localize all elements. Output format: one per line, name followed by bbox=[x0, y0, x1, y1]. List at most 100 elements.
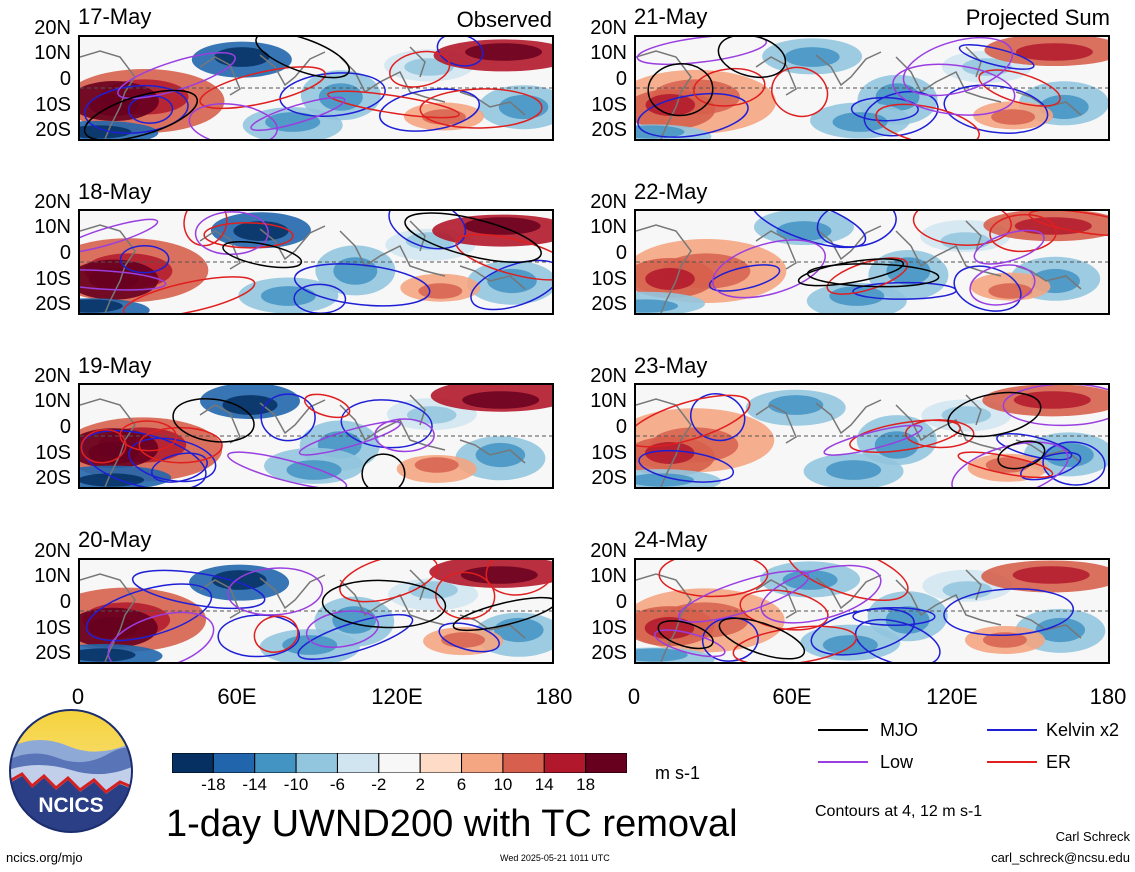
ncics-logo: NCICS bbox=[8, 708, 134, 834]
map-svg bbox=[636, 37, 1108, 139]
lat-label: 10N bbox=[590, 565, 627, 587]
lat-label: 10S bbox=[35, 268, 71, 290]
lon-label: 120E bbox=[926, 684, 978, 709]
lat-label: 10N bbox=[34, 390, 71, 412]
lon-label: 0 bbox=[71, 684, 85, 709]
lat-label: 20N bbox=[590, 540, 627, 562]
lat-label: 10S bbox=[35, 617, 71, 639]
lon-label: 180 bbox=[535, 684, 573, 709]
panel-date: 17-May bbox=[78, 4, 152, 29]
colorbar-swatch bbox=[461, 752, 504, 774]
colorbar-swatch bbox=[212, 752, 256, 774]
legend-label-er: ER bbox=[1046, 752, 1072, 772]
colorbar-units: m s-1 bbox=[655, 763, 700, 783]
uwnd-map-panel bbox=[78, 35, 554, 141]
colorbar-swatch bbox=[378, 752, 421, 774]
lat-label: 20N bbox=[590, 365, 627, 387]
lat-label: 20S bbox=[35, 642, 71, 664]
lat-label: 10N bbox=[590, 390, 627, 412]
colorbar-tick-label: 10 bbox=[493, 775, 513, 794]
lat-label: 20N bbox=[34, 191, 71, 213]
legend-swatch-mjo bbox=[818, 729, 868, 731]
lat-label: 0 bbox=[615, 68, 627, 90]
panel-date: 19-May bbox=[78, 353, 152, 378]
panel-tag-projected: Projected Sum bbox=[965, 5, 1110, 30]
map-svg bbox=[80, 37, 552, 139]
lon-label: 120E bbox=[371, 684, 423, 709]
lat-label: 10S bbox=[591, 442, 627, 464]
footer-email: carl_schreck@ncsu.edu bbox=[991, 850, 1130, 865]
uwnd-map-panel bbox=[78, 383, 554, 489]
legend-swatch-kelvin bbox=[987, 729, 1037, 731]
panel-date: 24-May bbox=[634, 527, 708, 552]
uwnd-map-panel bbox=[634, 35, 1110, 141]
lon-label: 60E bbox=[772, 684, 812, 709]
lat-label: 20N bbox=[590, 191, 627, 213]
lat-label: 0 bbox=[615, 416, 627, 438]
panel-date: 18-May bbox=[78, 179, 152, 204]
legend-label-kelvin: Kelvin x2 bbox=[1046, 720, 1120, 740]
panel-date: 22-May bbox=[634, 179, 708, 204]
colorbar-tick-label: 18 bbox=[576, 775, 596, 794]
contours-note: Contours at 4, 12 m s-1 bbox=[815, 803, 983, 820]
lat-label: 10S bbox=[591, 617, 627, 639]
logo-text: NCICS bbox=[38, 794, 103, 817]
colorbar-swatch bbox=[543, 752, 587, 774]
lat-label: 0 bbox=[59, 416, 71, 438]
uwnd-map-panel bbox=[634, 558, 1110, 664]
lat-label: 20S bbox=[35, 467, 71, 489]
lat-label: 10S bbox=[35, 442, 71, 464]
figure-title: 1-day UWND200 with TC removal bbox=[166, 803, 738, 845]
lat-label: 10S bbox=[591, 268, 627, 290]
lon-label: 180 bbox=[1089, 684, 1127, 709]
lat-label: 10N bbox=[34, 565, 71, 587]
lat-label: 0 bbox=[615, 242, 627, 264]
lon-label: 60E bbox=[217, 684, 257, 709]
lat-label: 20S bbox=[591, 293, 627, 315]
colorbar-tick-label: -2 bbox=[371, 775, 387, 794]
footer-timestamp: Wed 2025-05-21 1011 UTC bbox=[500, 853, 610, 863]
uwnd-map-panel bbox=[78, 209, 554, 315]
colorbar-swatch bbox=[336, 752, 380, 774]
colorbar bbox=[171, 752, 628, 774]
lat-label: 10S bbox=[35, 94, 71, 116]
lat-label: 20S bbox=[35, 119, 71, 141]
lat-label: 0 bbox=[59, 242, 71, 264]
lat-label: 20S bbox=[35, 293, 71, 315]
panel-tag-observed: Observed bbox=[456, 7, 552, 32]
map-svg bbox=[80, 385, 552, 487]
colorbar-tick-label: 14 bbox=[534, 775, 554, 794]
colorbar-swatch bbox=[254, 752, 297, 774]
uwnd-map-panel bbox=[78, 558, 554, 664]
colorbar-swatch bbox=[419, 752, 463, 774]
lat-label: 20N bbox=[34, 540, 71, 562]
colorbar-swatch bbox=[171, 752, 214, 774]
uwnd-map-panel bbox=[634, 383, 1110, 489]
lat-label: 20S bbox=[591, 119, 627, 141]
legend-swatch-low bbox=[818, 761, 868, 763]
lat-label: 20S bbox=[591, 642, 627, 664]
map-svg bbox=[80, 211, 552, 313]
map-svg bbox=[636, 560, 1108, 662]
colorbar-tick-label: 2 bbox=[415, 775, 425, 794]
colorbar-tick-label: 6 bbox=[456, 775, 467, 794]
lat-label: 20N bbox=[34, 365, 71, 387]
map-svg bbox=[80, 560, 552, 662]
footer-url[interactable]: ncics.org/mjo bbox=[6, 850, 83, 865]
colorbar-tick-label: -10 bbox=[283, 775, 309, 794]
uwnd-map-panel bbox=[634, 209, 1110, 315]
lat-label: 10N bbox=[34, 42, 71, 64]
map-svg bbox=[636, 211, 1108, 313]
lat-label: 10N bbox=[590, 216, 627, 238]
lat-label: 20N bbox=[34, 17, 71, 39]
lat-label: 0 bbox=[59, 68, 71, 90]
panel-date: 20-May bbox=[78, 527, 152, 552]
footer-author: Carl Schreck bbox=[1055, 829, 1130, 844]
legend-swatch-er bbox=[987, 761, 1037, 763]
colorbar-swatch bbox=[295, 752, 338, 774]
colorbar-tick-label: -18 bbox=[201, 775, 226, 794]
legend-label-mjo: MJO bbox=[880, 720, 918, 740]
lat-label: 20N bbox=[590, 17, 627, 39]
colorbar-swatch bbox=[585, 752, 628, 774]
lat-label: 10S bbox=[591, 94, 627, 116]
